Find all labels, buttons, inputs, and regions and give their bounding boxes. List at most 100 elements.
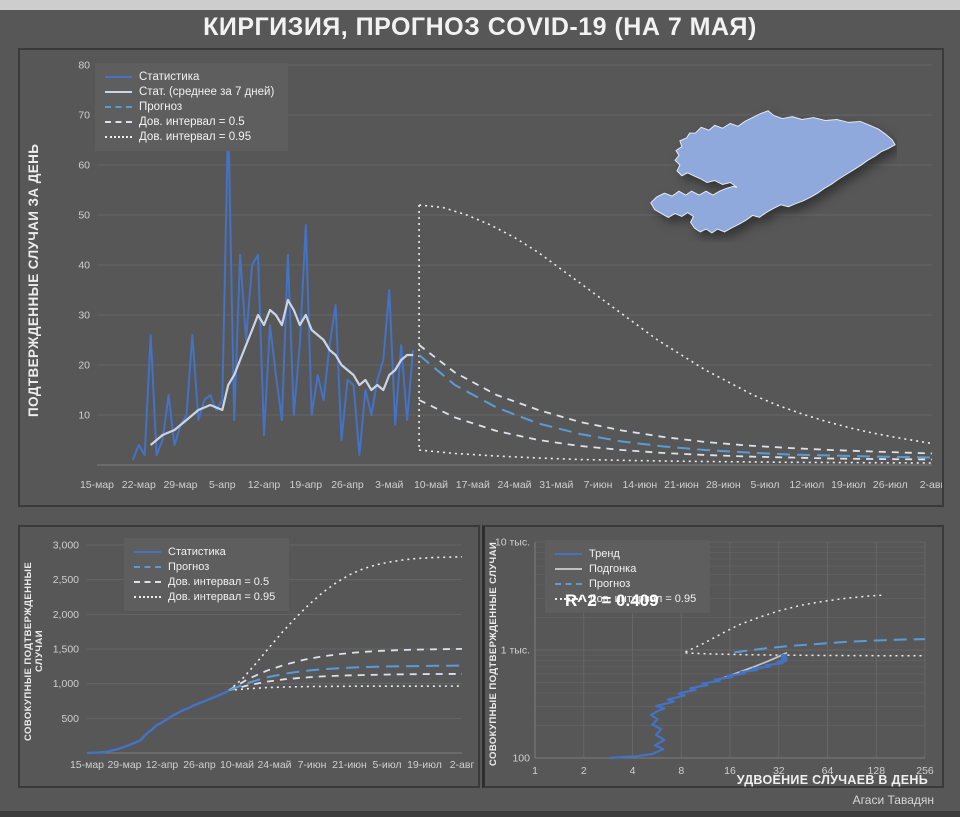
legend-label: Стат. (среднее за 7 дней) (139, 86, 275, 98)
legend-swatch-dot (134, 596, 161, 598)
x-tick-label: 14-июн (622, 479, 657, 491)
legend-item-forecast: Прогноз (105, 101, 274, 113)
x-tick-label: 2 (581, 765, 587, 777)
loglog-legend: Тренд Подгонка Прогноз Дов. интервал = 0.95 (545, 540, 711, 613)
legend-swatch-dot (105, 136, 132, 138)
legend-swatch-dot (555, 598, 582, 600)
y-tick-label: 20 (78, 360, 90, 372)
series-forecast (734, 638, 926, 654)
legend-swatch-solid (105, 91, 132, 93)
y-tick-label: 1 тыс. (501, 645, 530, 657)
legend-label: Дов. интервал = 0.95 (139, 131, 252, 143)
cumulative-legend: Статистика Прогноз Дов. интервал = 0.5 Дов.… (124, 538, 290, 611)
daily-legend: Статистика Стат. (среднее за 7 дней) Прогн… (95, 63, 289, 151)
x-tick-label: 29-мар (107, 759, 141, 771)
x-tick-label: 16 (724, 765, 736, 777)
series-ci95l (685, 652, 926, 657)
x-tick-label: 10-май (220, 759, 254, 771)
x-tick-label: 31-май (539, 479, 573, 491)
x-tick-label: 29-мар (163, 479, 197, 491)
y-tick-label: 10 тыс. (495, 537, 530, 549)
legend-item-forecast: Прогноз (555, 578, 696, 590)
y-tick-label: 3,000 (53, 540, 79, 552)
series-ci95l (419, 449, 933, 464)
legend-item-ci50u: Дов. интервал = 0.5 (105, 116, 274, 128)
x-tick-label: 128 (868, 765, 886, 777)
legend-label: Дов. интервал = 0.5 (168, 576, 270, 588)
x-tick-label: 26-апр (331, 479, 364, 491)
daily-cases-panel: 15-мар 22-мар 29-мар 5-апр 12-апр 19-апр 26-ап… (18, 48, 944, 507)
x-tick-label: 26-апр (183, 759, 216, 771)
y-tick-label: 60 (78, 160, 90, 172)
x-tick-label: 256 (916, 765, 934, 777)
kyrgyzstan-map-svg (650, 110, 896, 234)
x-tick-label: 19-июл (407, 759, 442, 771)
x-tick-label: 7-июн (584, 479, 613, 491)
legend-label: Подгонка (589, 563, 637, 575)
series-ci95u (685, 594, 883, 653)
loglog-y-axis-title: СОВОКУПНЫЕ ПОДТВЕРЖДЕННЫЕ СЛУЧАИ (488, 541, 499, 766)
legend-item-ci95u: Дов. интервал = 0.95 (555, 593, 696, 605)
x-tick-label: 10-май (414, 479, 448, 491)
x-tick-label: 64 (822, 765, 834, 777)
legend-swatch-longdash (555, 583, 582, 585)
legend-swatch-solid (134, 551, 161, 553)
cumulative-y-axis-title: СОВОКУПНЫЕ ПОДТВЕРЖДЕННЫЕ СЛУЧАИ (23, 561, 45, 741)
x-tick-label: 5-июл (373, 759, 402, 771)
x-tick-label: 24-май (257, 759, 291, 771)
x-tick-label: 32 (773, 765, 785, 777)
x-tick-label: 19-апр (290, 479, 323, 491)
legend-label: Дов. интервал = 0.95 (168, 591, 276, 603)
legend-item-forecast: Прогноз (134, 561, 275, 573)
series-ci95l (228, 685, 463, 692)
x-tick-label: 1 (532, 765, 538, 777)
series-ci50l (228, 673, 463, 692)
cumulative-cases-panel: 15-мар 29-мар 12-апр 26-апр 10-май 24-май 7-ию… (18, 525, 480, 788)
x-tick-label: 12-апр (146, 759, 179, 771)
doubling-time-panel: 1 2 4 8 16 32 64 128 256 100 1 тыс. 10 тыс. СОВОКУП… (482, 525, 944, 788)
x-tick-label: 8 (678, 765, 684, 777)
series-ci95u (228, 556, 463, 691)
legend-label: Статистика (139, 71, 200, 83)
y-tick-label: 100 (512, 753, 530, 765)
x-tick-label: 2-авг (450, 759, 475, 771)
y-tick-label: 40 (78, 260, 90, 272)
legend-swatch-dash (134, 581, 161, 583)
x-tick-label: 3-май (375, 479, 403, 491)
daily-y-axis-title: ПОДТВЕРЖДЕННЫЕ СЛУЧАИ ЗА ДЕНЬ (26, 143, 41, 417)
legend-swatch-dash (105, 121, 132, 123)
legend-item-stats: Статистика (134, 546, 275, 558)
x-tick-label: 21-июн (664, 479, 699, 491)
page-title: КИРГИЗИЯ, ПРОГНОЗ COVID-19 (НА 7 МАЯ) (203, 13, 757, 41)
legend-label: Тренд (589, 548, 620, 560)
kyrgyzstan-shape (650, 110, 896, 234)
legend-swatch-longdash (134, 566, 161, 568)
series-stats (131, 114, 415, 461)
legend-label: Прогноз (589, 578, 631, 590)
legend-item-fit: Подгонка (555, 563, 696, 575)
series-forecast (228, 664, 463, 692)
legend-label: Прогноз (139, 101, 183, 113)
author-credit: Агаси Тавадян (852, 793, 934, 807)
cumulative-cases-chart: 15-мар 29-мар 12-апр 26-апр 10-май 24-май 7-ию… (53, 540, 475, 772)
legend-label: Дов. интервал = 0.95 (589, 593, 697, 605)
legend-item-ci50u: Дов. интервал = 0.5 (134, 576, 275, 588)
kyrgyzstan-map (645, 92, 897, 242)
legend-item-avg7: Стат. (среднее за 7 дней) (105, 86, 274, 98)
y-tick-label: 2,000 (53, 609, 79, 621)
legend-label: Статистика (168, 546, 226, 558)
y-tick-label: 70 (78, 110, 90, 122)
legend-label: Дов. интервал = 0.5 (139, 116, 245, 128)
series-ci50u (228, 648, 463, 692)
x-tick-label: 22-мар (122, 479, 156, 491)
x-tick-label: 4 (630, 765, 636, 777)
legend-item-trend: Тренд (555, 548, 696, 560)
x-tick-label: 15-мар (70, 759, 104, 771)
series-ci50l (418, 399, 933, 461)
x-tick-label: 12-июл (789, 479, 824, 491)
x-tick-label: 26-июл (873, 479, 908, 491)
series-stats (86, 689, 230, 755)
x-tick-label: 5-июл (751, 479, 780, 491)
y-tick-label: 1,000 (53, 678, 79, 690)
r-squared-annotation: R^2 = 0.409 (565, 591, 659, 610)
